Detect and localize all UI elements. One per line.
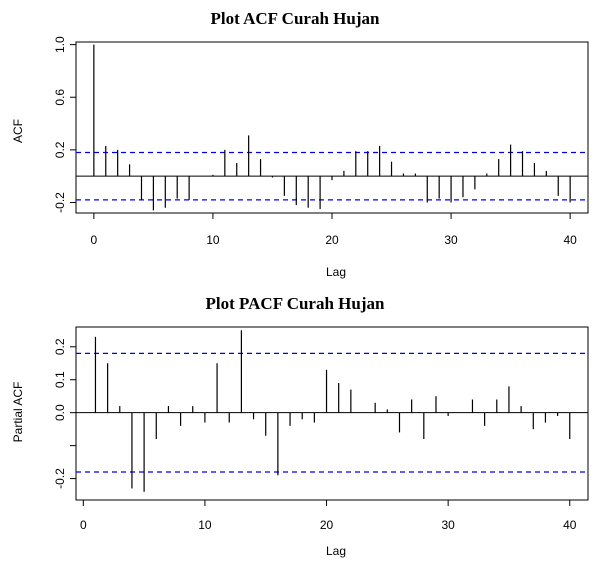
acf-y-tick-label: -0.2 bbox=[53, 192, 67, 213]
acf-x-tick-label: 20 bbox=[325, 233, 339, 247]
pacf-chart: Plot PACF Curah Hujan Partial ACF Lag 0 1… bbox=[11, 294, 588, 558]
acf-chart: Plot ACF Curah Hujan ACF Lag 0 10 20 30 40 -0… bbox=[11, 9, 588, 279]
pacf-title: Plot PACF Curah Hujan bbox=[206, 294, 386, 313]
pacf-marks: 0 10 20 30 40 -0.2 0.0 0.1 0.2 bbox=[53, 330, 588, 532]
acf-x-tick-label: 0 bbox=[91, 233, 98, 247]
acf-y-axis-label: ACF bbox=[11, 119, 25, 143]
acf-y-tick-label: 0.2 bbox=[53, 141, 67, 158]
pacf-x-tick-label: 10 bbox=[198, 518, 212, 532]
acf-x-tick-label: 40 bbox=[563, 233, 577, 247]
pacf-y-tick-label: -0.2 bbox=[53, 468, 67, 489]
pacf-x-tick-label: 0 bbox=[80, 518, 87, 532]
acf-x-tick-label: 30 bbox=[444, 233, 458, 247]
pacf-y-tick-label: 0.0 bbox=[53, 404, 67, 421]
acf-y-tick-label: 0.6 bbox=[53, 89, 67, 106]
pacf-y-axis-label: Partial ACF bbox=[11, 382, 25, 443]
acf-title: Plot ACF Curah Hujan bbox=[211, 9, 380, 28]
pacf-x-tick-label: 30 bbox=[441, 518, 455, 532]
pacf-x-tick-label: 40 bbox=[563, 518, 577, 532]
pacf-x-tick-label: 20 bbox=[320, 518, 334, 532]
acf-marks: 0 10 20 30 40 -0.2 0.2 0.6 1.0 bbox=[53, 36, 588, 247]
acf-y-tick-label: 1.0 bbox=[53, 36, 67, 53]
pacf-y-tick-label: 0.2 bbox=[53, 338, 67, 355]
pacf-y-tick-label: 0.1 bbox=[53, 371, 67, 388]
acf-x-tick-label: 10 bbox=[206, 233, 220, 247]
acf-x-axis-label: Lag bbox=[326, 265, 346, 279]
pacf-x-axis-label: Lag bbox=[326, 544, 346, 558]
